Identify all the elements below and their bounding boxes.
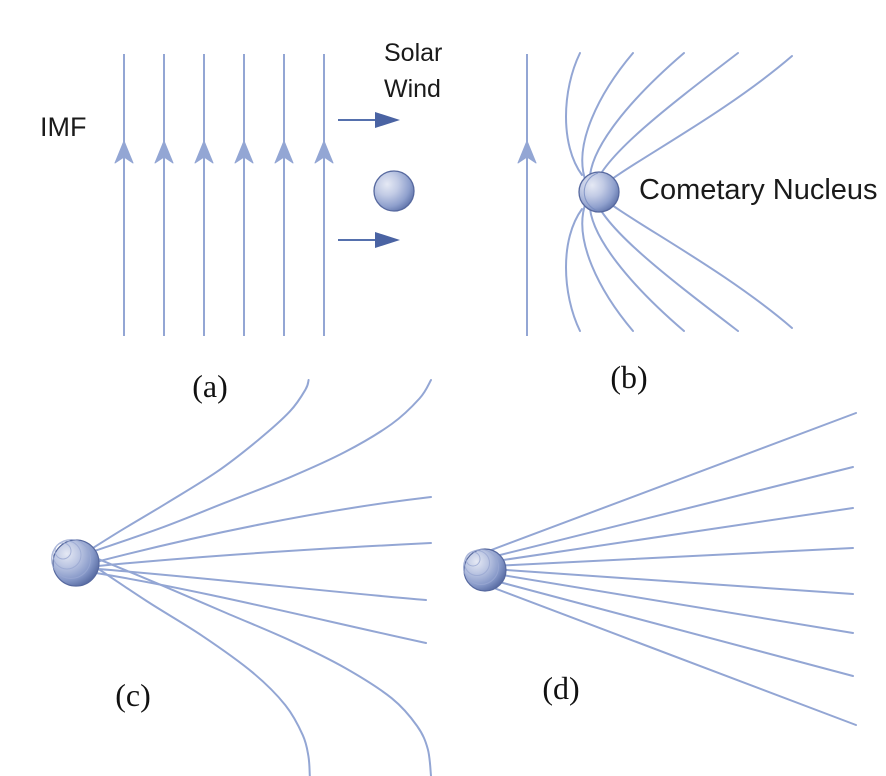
svg-text:Wind: Wind [384,75,441,103]
svg-text:(d): (d) [542,670,579,706]
svg-text:Cometary Nucleus: Cometary Nucleus [639,174,878,206]
svg-text:(a): (a) [192,368,228,404]
svg-text:Solar: Solar [384,39,442,67]
svg-text:(b): (b) [610,359,647,395]
svg-text:IMF: IMF [40,112,87,142]
svg-text:(c): (c) [115,677,151,713]
